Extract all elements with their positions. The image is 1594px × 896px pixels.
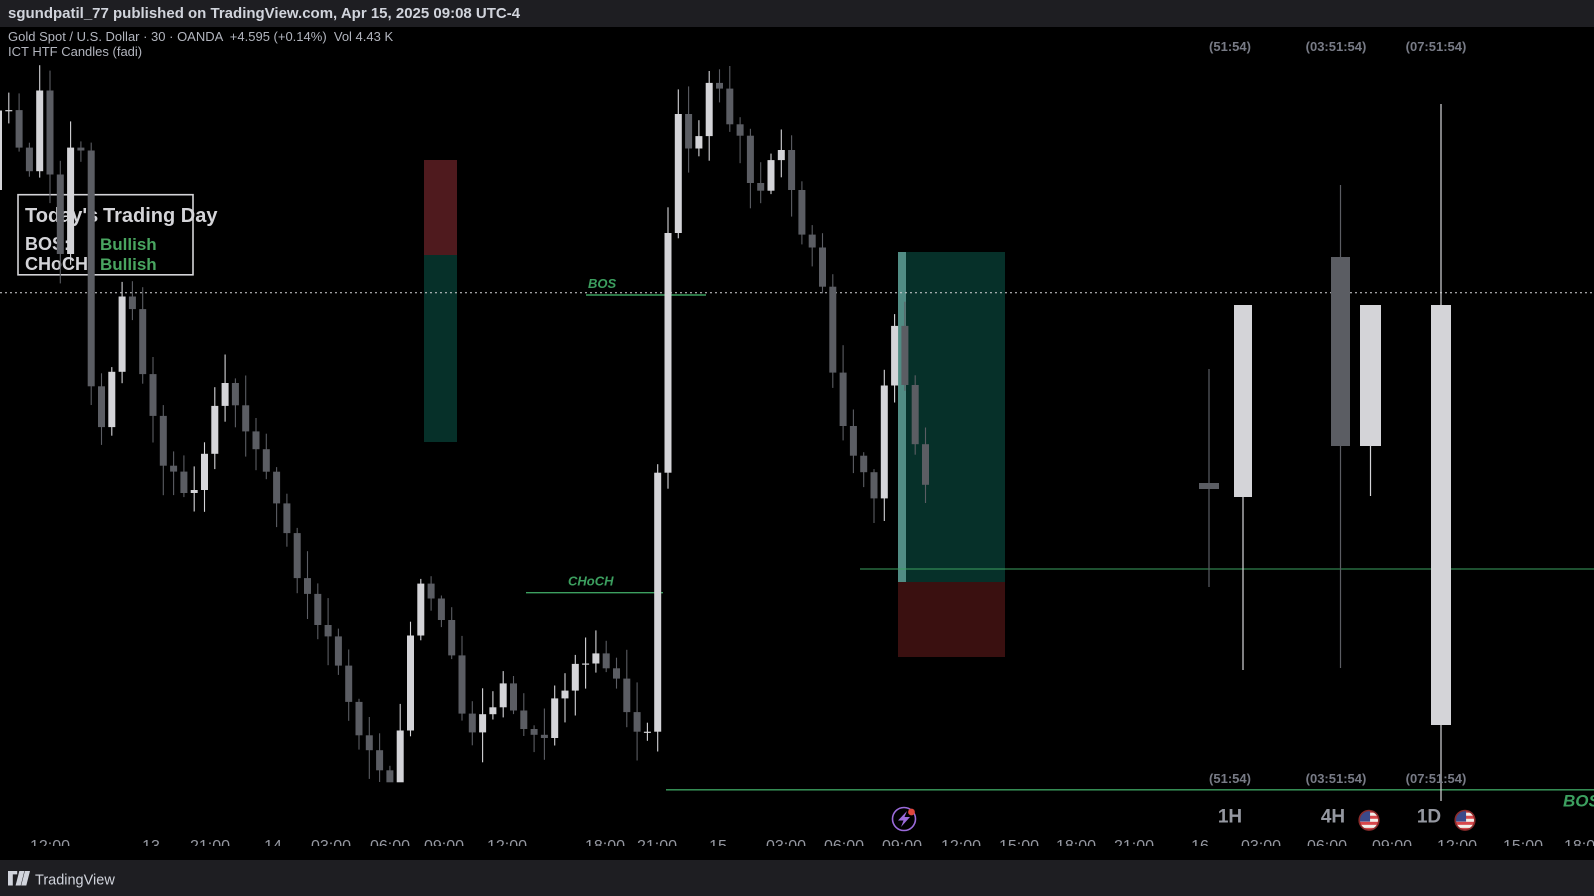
svg-text:CHoCH:: CHoCH: <box>25 254 94 274</box>
svg-text:15:00: 15:00 <box>1503 838 1543 846</box>
svg-text:16: 16 <box>1191 838 1209 846</box>
svg-text:BOS: BOS <box>1563 791 1594 810</box>
svg-text:09:00: 09:00 <box>882 838 922 846</box>
svg-text:15: 15 <box>709 838 727 846</box>
svg-text:12:00: 12:00 <box>1437 838 1477 846</box>
svg-text:03:00: 03:00 <box>311 838 351 846</box>
svg-text:21:00: 21:00 <box>637 838 677 846</box>
svg-text:Trading Day: Trading Day <box>103 205 218 227</box>
svg-text:(51:54): (51:54) <box>1209 39 1251 54</box>
svg-text:(07:51:54): (07:51:54) <box>1406 39 1467 54</box>
svg-text:12:00: 12:00 <box>487 838 527 846</box>
svg-text:TradingView: TradingView <box>35 873 115 889</box>
svg-text:12:00: 12:00 <box>30 838 70 846</box>
svg-text:18:00: 18:00 <box>1056 838 1096 846</box>
svg-text:(07:51:54): (07:51:54) <box>1406 771 1467 786</box>
svg-text:1D: 1D <box>1417 807 1441 828</box>
svg-text:06:00: 06:00 <box>824 838 864 846</box>
svg-text:21:00: 21:00 <box>1114 838 1154 846</box>
svg-text:06:00: 06:00 <box>1307 838 1347 846</box>
svg-text:15:00: 15:00 <box>999 838 1039 846</box>
svg-text:4H: 4H <box>1321 807 1345 828</box>
svg-text:Bullish: Bullish <box>100 235 157 254</box>
svg-text:1H: 1H <box>1218 807 1242 828</box>
svg-text:09:00: 09:00 <box>424 838 464 846</box>
svg-text:(51:54): (51:54) <box>1209 771 1251 786</box>
svg-text:CHoCH: CHoCH <box>568 574 614 589</box>
svg-text:03:00: 03:00 <box>1241 838 1281 846</box>
svg-text:(03:51:54): (03:51:54) <box>1306 39 1367 54</box>
svg-text:03:00: 03:00 <box>766 838 806 846</box>
svg-text:18:00: 18:00 <box>1564 838 1594 846</box>
svg-text:BOS: BOS <box>588 276 617 291</box>
svg-text:21:00: 21:00 <box>190 838 230 846</box>
svg-text:18:00: 18:00 <box>585 838 625 846</box>
svg-text:(03:51:54): (03:51:54) <box>1306 771 1367 786</box>
svg-text:13: 13 <box>142 838 160 846</box>
svg-text:14: 14 <box>264 838 282 846</box>
svg-text:06:00: 06:00 <box>370 838 410 846</box>
svg-text:12:00: 12:00 <box>941 838 981 846</box>
svg-text:Bullish: Bullish <box>100 255 157 274</box>
svg-text:09:00: 09:00 <box>1372 838 1412 846</box>
